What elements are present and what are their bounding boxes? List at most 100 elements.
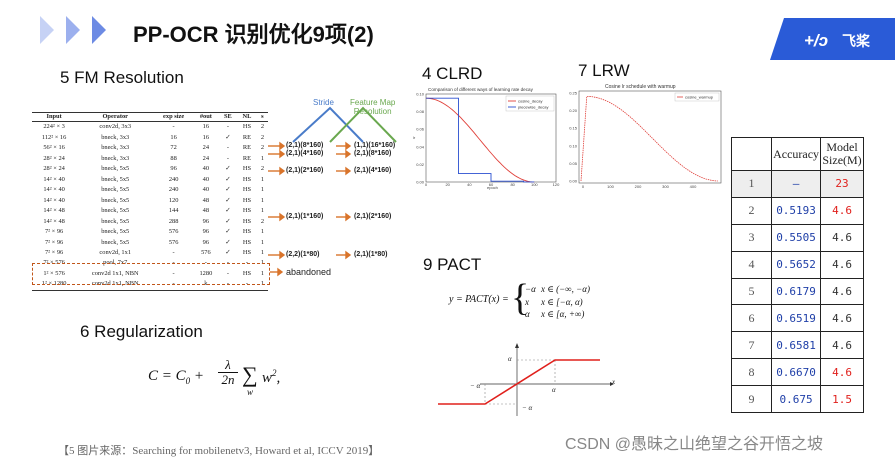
acc-row-accuracy: 0.6670	[771, 358, 822, 386]
lrw-legend: cosine_warmup	[674, 92, 720, 102]
op-table-cell: -	[226, 123, 229, 131]
op-table-cell: ✓	[225, 134, 231, 141]
op-table-cell: bneck, 5x5	[101, 186, 130, 194]
op-table-row: 14² × 40 bneck, 5x5 120 48 ✓ HS 1	[32, 196, 268, 206]
op-table-cell: 16	[202, 123, 210, 131]
x-tick-label: 400	[690, 184, 697, 189]
op-table-cell: HS	[242, 175, 251, 183]
clrd-chart-title: Comparison of different ways of learning…	[428, 87, 534, 92]
acc-row-size: 4.6	[820, 304, 864, 333]
op-table-cell: -	[172, 280, 175, 288]
reg-formula-lhs: C = C0 +	[148, 368, 205, 386]
op-table-cell: 1² × 576	[43, 269, 65, 277]
op-table-row: 7² × 576 pool, 7x7 - - - - 1	[32, 258, 268, 268]
stride-pair-label: (2,1)(8*160)	[286, 142, 324, 149]
op-table-cell: 14² × 40	[43, 186, 65, 194]
stride-pair-label: (2,2)(1*80)	[286, 251, 320, 258]
y-tick-label: 0.04	[416, 144, 425, 149]
op-table-cell: -	[172, 269, 175, 277]
op-table-cell: pool, 7x7	[103, 259, 128, 267]
op-table-cell: 240	[168, 175, 179, 183]
op-table-cell: ✓	[225, 228, 231, 236]
lrw-chart: Cosine lr schedule with warmup 0.25 0.20 0…	[569, 84, 722, 189]
fm-pair-label: (1,1)(16*160)	[354, 142, 396, 149]
section-clrd: 4 CLRD	[422, 64, 483, 83]
svg-text:飞桨: 飞桨	[842, 33, 871, 50]
op-table-cell: 7² × 576	[43, 259, 65, 267]
pact-neg-alpha-label-x: − α	[470, 382, 480, 390]
op-table-cell: -	[226, 259, 229, 267]
feature-map-label-line2: Resolution	[353, 107, 392, 116]
op-table-row: 14² × 48 bneck, 5x5 288 96 ✓ HS 2	[32, 217, 268, 227]
op-table-cell: bneck, 3x3	[101, 144, 130, 152]
op-table-cell: -	[172, 259, 175, 267]
reg-formula-sum: ∑	[242, 362, 258, 387]
op-table-cell: bneck, 5x5	[101, 217, 130, 225]
op-table-cell: bneck, 5x5	[101, 175, 130, 183]
op-table-cell: ✓	[225, 165, 231, 173]
fm-pair-label: (2,1)(4*160)	[354, 167, 392, 174]
clrd-chart: Comparison of different ways of learning…	[413, 87, 560, 190]
op-table-cell: -	[172, 123, 175, 131]
op-table-cell: bneck, 3x3	[101, 154, 130, 162]
legend-cosine-warmup: cosine_warmup	[685, 95, 714, 100]
section-fm-resolution: 5 FM Resolution	[60, 68, 184, 87]
pact-alpha-label: α	[508, 355, 512, 363]
op-table-cell: 288	[168, 217, 179, 225]
op-table-cell: HS	[242, 217, 251, 225]
legend-piecewise-decay: piecewise_decay	[518, 105, 548, 110]
op-table-cell: 40	[202, 186, 210, 194]
y-tick-label: 0.10	[416, 92, 425, 97]
acc-table-row: 4 0.5652 4.6	[730, 250, 864, 279]
op-table-cell: 96	[202, 238, 210, 246]
clrd-legend: cosine_decay piecewise_decay	[505, 95, 555, 112]
x-tick-label: 40	[467, 182, 472, 187]
acc-row-index: 1	[730, 170, 773, 198]
acc-row-accuracy: 0.5505	[771, 223, 822, 252]
acc-row-size: 4.6	[820, 358, 864, 386]
op-table-cell: HS	[242, 269, 251, 277]
acc-row-size: 4.6	[820, 223, 864, 252]
op-table-row: 28² × 24 bneck, 3x3 88 24 - RE 1	[32, 154, 268, 164]
page-title: PP-OCR 识别优化9项(2)	[133, 22, 374, 47]
x-tick-label: 300	[662, 184, 669, 189]
op-table-row: 7² × 96 conv2d, 1x1 - 576 ✓ HS 1	[32, 248, 268, 258]
op-table-row: 14² × 48 bneck, 5x5 144 48 ✓ HS 1	[32, 206, 268, 216]
acc-table-row: 5 0.6179 4.6	[730, 277, 864, 306]
op-table-cell: 1	[260, 186, 265, 194]
op-table-cell: ✓	[225, 186, 231, 194]
op-table-cell: 48	[202, 196, 210, 204]
acc-row-index: 8	[730, 358, 773, 386]
section-lrw: 7 LRW	[578, 61, 630, 80]
y-tick-label: 0.08	[416, 109, 425, 114]
op-table-cell: 2	[260, 134, 265, 141]
op-table-cell: ✓	[225, 196, 231, 204]
op-table-cell: 1² × 1280	[41, 280, 67, 288]
op-table-cell: 112² × 16	[41, 134, 67, 141]
op-table-cell: RE	[242, 134, 251, 141]
op-table-cell: bneck, 3x3	[101, 134, 130, 141]
op-table-cell: 72	[170, 144, 177, 152]
acc-row-size: 4.6	[820, 250, 864, 279]
op-table-header: NL	[242, 113, 252, 120]
op-table-cell: 224² × 3	[43, 123, 65, 131]
abandoned-rows-highlight	[32, 263, 270, 285]
x-tick-label: 200	[635, 184, 642, 189]
op-table-cell: 2	[260, 217, 265, 225]
lrw-chart-title: Cosine lr schedule with warmup	[605, 84, 676, 90]
acc-table-row: 6 0.6519 4.6	[730, 304, 864, 333]
acc-row-index: 9	[730, 385, 773, 413]
op-table-cell: 24	[202, 154, 210, 162]
op-table-header: s	[261, 113, 264, 120]
acc-row-index: 3	[730, 223, 773, 252]
op-table-cell: bneck, 5x5	[101, 228, 130, 236]
fm-pair-label: (2,1)(8*160)	[354, 150, 392, 157]
op-table-cell: 1	[260, 196, 265, 204]
x-tick-label: 20	[445, 182, 450, 187]
reg-formula-sum-index: w	[247, 387, 254, 397]
op-table-cell: 1	[260, 259, 265, 267]
stride-pair-label: (2,1)(1*160)	[286, 213, 324, 220]
op-table-cell: 1	[260, 269, 265, 277]
x-tick-label: 60	[489, 182, 494, 187]
